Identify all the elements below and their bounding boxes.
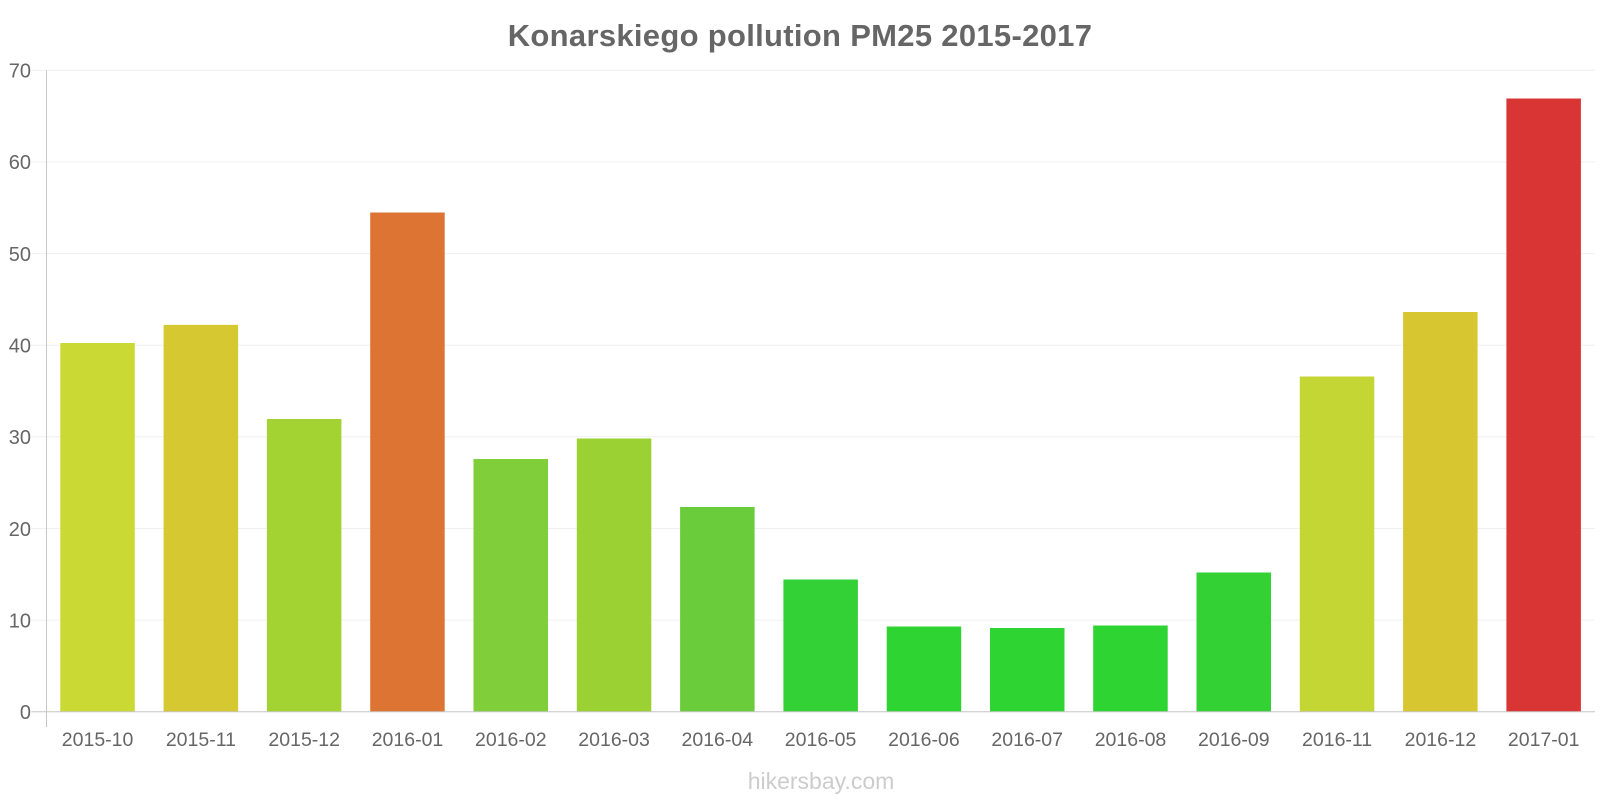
svg-text:60: 60 bbox=[9, 152, 31, 174]
svg-text:2015-10: 2015-10 bbox=[62, 729, 134, 751]
svg-text:2016-09: 2016-09 bbox=[1198, 729, 1270, 751]
svg-text:2016-04: 2016-04 bbox=[682, 729, 754, 751]
svg-text:Konarskiego pollution PM25 201: Konarskiego pollution PM25 2015-2017 bbox=[508, 18, 1092, 53]
svg-text:2015-12: 2015-12 bbox=[268, 729, 340, 751]
svg-text:40: 40 bbox=[9, 336, 31, 358]
svg-text:70: 70 bbox=[9, 61, 31, 83]
svg-text:20: 20 bbox=[9, 519, 31, 541]
svg-text:2016-02: 2016-02 bbox=[475, 729, 547, 751]
svg-text:2016-06: 2016-06 bbox=[888, 729, 960, 751]
svg-text:2016-08: 2016-08 bbox=[1095, 729, 1167, 751]
svg-text:2016-03: 2016-03 bbox=[578, 729, 650, 751]
svg-text:2016-12: 2016-12 bbox=[1405, 729, 1477, 751]
svg-text:hikersbay.com: hikersbay.com bbox=[748, 768, 895, 794]
svg-text:2016-11: 2016-11 bbox=[1302, 729, 1372, 751]
svg-text:30: 30 bbox=[9, 427, 31, 449]
svg-text:2016-07: 2016-07 bbox=[991, 729, 1063, 751]
svg-text:10: 10 bbox=[9, 610, 31, 632]
svg-text:2017-01: 2017-01 bbox=[1508, 729, 1580, 751]
svg-text:2015-11: 2015-11 bbox=[166, 729, 236, 751]
svg-text:50: 50 bbox=[9, 244, 31, 266]
svg-text:2016-01: 2016-01 bbox=[372, 729, 444, 751]
svg-text:0: 0 bbox=[20, 702, 31, 724]
svg-text:2016-05: 2016-05 bbox=[785, 729, 857, 751]
